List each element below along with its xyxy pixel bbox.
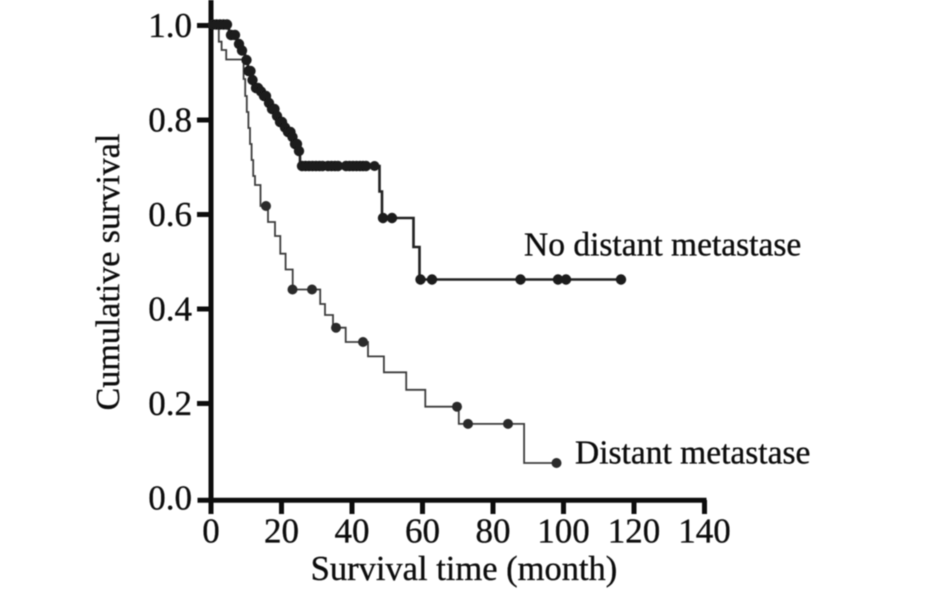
svg-text:Distant metastase: Distant metastase	[575, 435, 810, 472]
svg-text:60: 60	[405, 512, 440, 551]
svg-text:No distant metastase: No distant metastase	[524, 227, 801, 264]
svg-text:140: 140	[678, 512, 731, 551]
svg-text:0: 0	[202, 512, 220, 551]
svg-text:0.0: 0.0	[148, 479, 192, 518]
svg-text:1.0: 1.0	[148, 6, 192, 45]
svg-text:Cumulative survival: Cumulative survival	[90, 134, 127, 411]
svg-text:100: 100	[537, 512, 590, 551]
svg-text:120: 120	[608, 512, 661, 551]
svg-text:0.8: 0.8	[148, 101, 192, 140]
svg-text:Survival time (month): Survival time (month)	[311, 550, 618, 588]
svg-text:20: 20	[264, 512, 299, 551]
svg-text:0.6: 0.6	[148, 195, 192, 234]
svg-text:40: 40	[335, 512, 370, 551]
svg-text:0.4: 0.4	[148, 290, 192, 329]
svg-text:0.2: 0.2	[148, 384, 192, 423]
svg-text:80: 80	[476, 512, 511, 551]
